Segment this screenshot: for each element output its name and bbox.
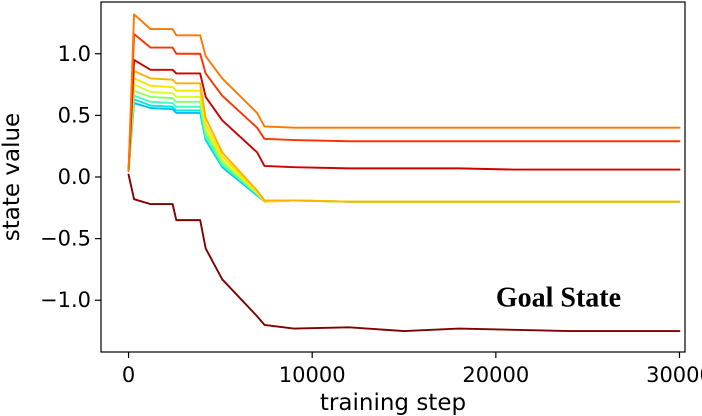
y-axis-label: state value [0,113,25,241]
x-axis: 0 10000 20000 30000 [122,352,702,387]
y-tick-label: 1.0 [58,42,91,66]
y-tick-label: −0.5 [40,227,91,251]
series-line-s9 [127,58,681,172]
y-axis: −1.0 −0.5 0.0 0.5 1.0 [40,42,101,312]
y-tick-label: 0.0 [58,165,91,189]
series-line-s10 [127,33,681,172]
series-line-s8 [127,70,681,203]
goal-state-annotation: Goal State [496,282,621,313]
series-line-s1 [127,173,681,332]
y-tick-label: 0.5 [58,103,91,127]
x-tick-label: 20000 [462,363,529,387]
series-layer [127,13,681,332]
x-tick-label: 30000 [646,363,702,387]
x-tick-label: 10000 [279,363,346,387]
series-line-s11 [127,13,681,172]
y-tick-label: −1.0 [40,288,91,312]
series-line-s2 [127,102,681,203]
x-axis-label: training step [320,390,466,416]
x-tick-label: 0 [122,363,135,387]
